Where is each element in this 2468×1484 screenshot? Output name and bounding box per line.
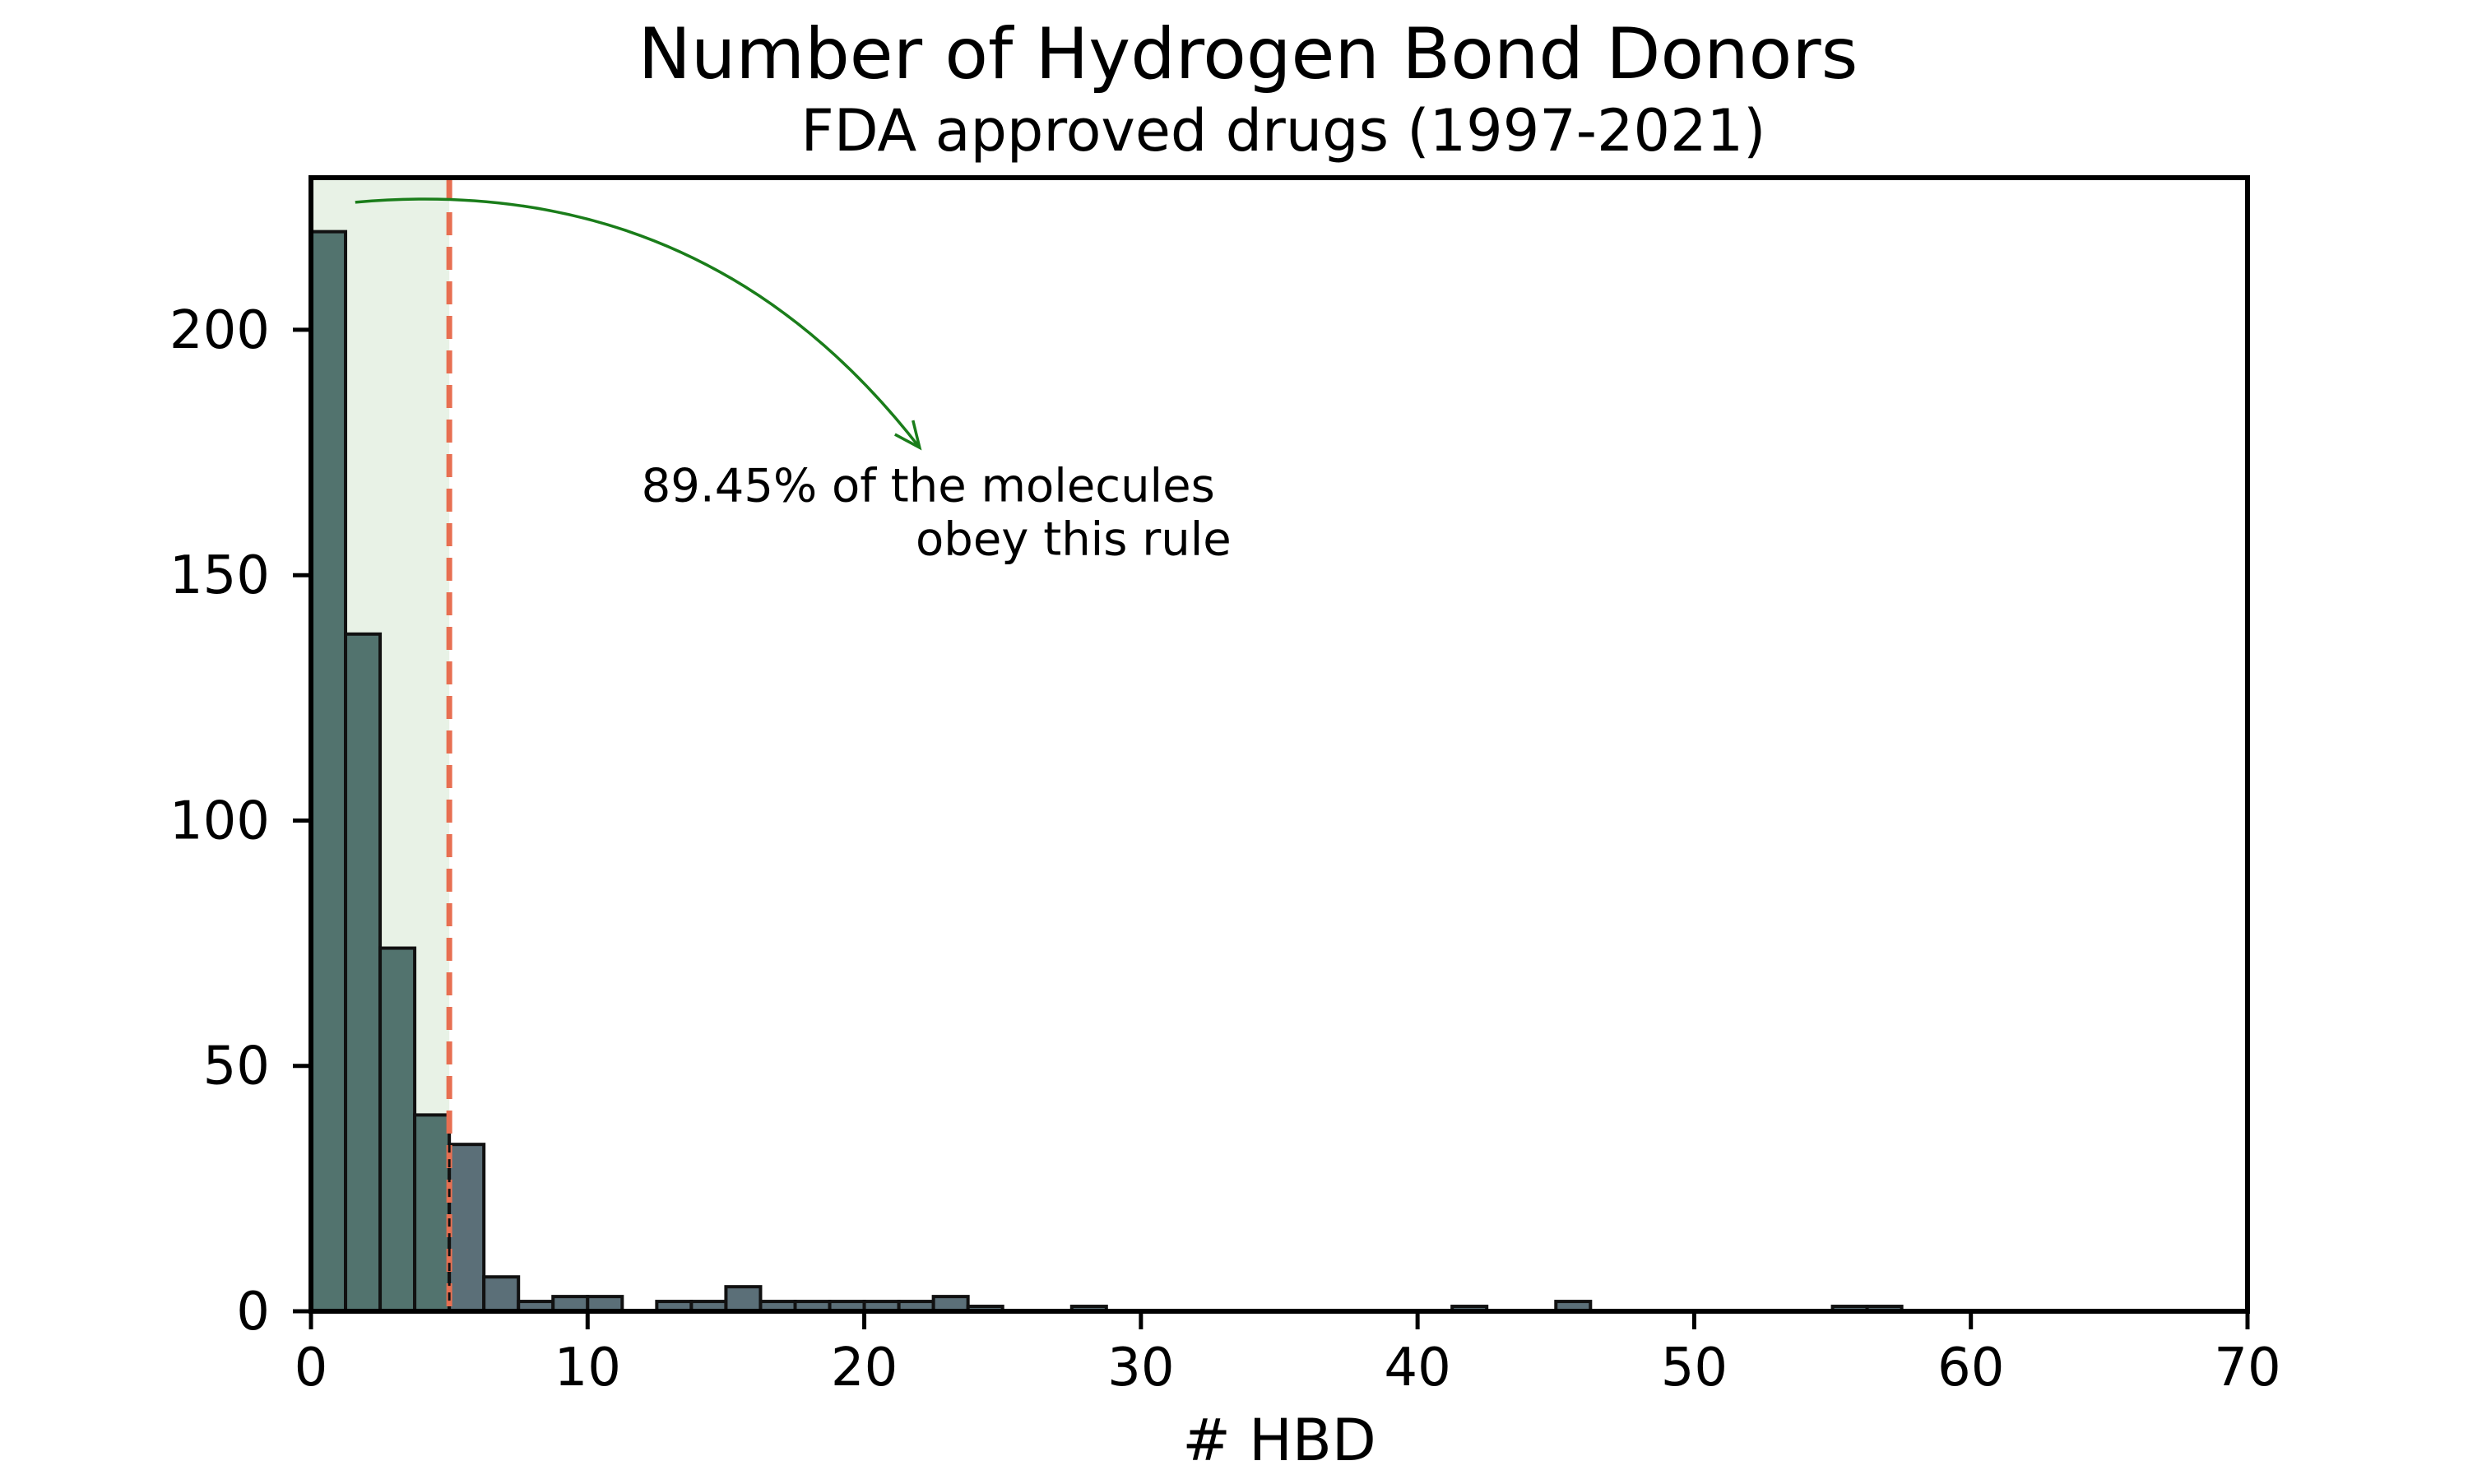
y-tick-label: 50 xyxy=(203,1036,270,1097)
histogram-bar xyxy=(724,1285,763,1314)
plot-frame xyxy=(308,175,2250,1314)
histogram-bar xyxy=(309,230,348,1314)
y-tick-label: 200 xyxy=(169,300,270,361)
x-tick-label: 0 xyxy=(295,1338,328,1398)
histogram-bar xyxy=(482,1275,521,1314)
x-tick-label: 60 xyxy=(1937,1338,2004,1398)
y-tick-label: 150 xyxy=(169,545,270,606)
y-tick-label: 0 xyxy=(236,1282,270,1343)
y-tick-label: 100 xyxy=(169,791,270,851)
x-tick-label: 30 xyxy=(1107,1338,1174,1398)
histogram-bar xyxy=(378,946,417,1313)
histogram-bar xyxy=(413,1113,452,1313)
chart-title: Number of Hydrogen Bond Donors xyxy=(638,13,1858,95)
x-axis-label: # HBD xyxy=(1182,1407,1375,1474)
x-tick-label: 10 xyxy=(554,1338,621,1398)
x-tick-label: 40 xyxy=(1384,1338,1450,1398)
annotation-arrowhead xyxy=(894,420,922,451)
histogram-bar xyxy=(344,632,383,1313)
annotation-text-line: obey this rule xyxy=(916,513,1232,567)
x-tick-label: 70 xyxy=(2214,1338,2280,1398)
histogram-bar xyxy=(448,1143,486,1313)
x-tick-label: 20 xyxy=(831,1338,898,1398)
x-tick-label: 50 xyxy=(1661,1338,1728,1398)
annotation-arrow xyxy=(355,197,921,449)
annotation-text-line: 89.45% of the molecules xyxy=(642,460,1215,513)
bars-layer xyxy=(309,230,1904,1314)
axes-layer: 0 10 20 30 40 50 60 70 0 50 100 150 200 xyxy=(169,175,2281,1398)
chart-subtitle: FDA approved drugs (1997-2021) xyxy=(801,97,1766,165)
